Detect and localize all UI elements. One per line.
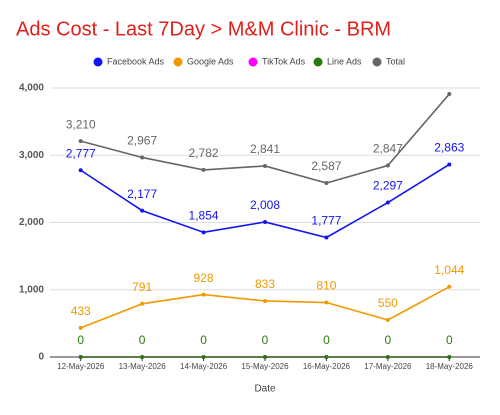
point [324, 235, 329, 240]
y-tick-label: 2,000 [19, 217, 44, 228]
point [324, 181, 329, 186]
y-tick-label: 0 [38, 352, 44, 363]
data-label: 0 [77, 333, 84, 347]
point [140, 355, 145, 359]
x-tick-label: 12-May-2026 [57, 362, 105, 371]
point [201, 230, 206, 235]
data-label: 833 [255, 277, 275, 291]
x-axis-label: Date [254, 384, 276, 395]
data-label: 3,210 [66, 117, 96, 131]
point [201, 292, 206, 297]
legend-label: Facebook Ads [107, 56, 165, 66]
data-label: 2,863 [434, 141, 464, 155]
chart-title: Ads Cost - Last 7Day > M&M Clinic - BRM [16, 18, 391, 40]
point [263, 219, 267, 224]
data-label: 2,967 [127, 134, 157, 148]
legend-marker [313, 57, 323, 67]
x-tick-label: 14-May-2026 [180, 362, 228, 371]
data-label: 928 [194, 271, 214, 285]
point [385, 355, 390, 359]
x-tick-label: 13-May-2026 [119, 362, 167, 371]
data-label: 1,777 [311, 214, 341, 228]
y-tick-label: 3,000 [19, 150, 44, 161]
data-label: 810 [316, 279, 336, 293]
point [447, 162, 452, 167]
point [201, 167, 206, 172]
data-label: 2,297 [373, 179, 403, 193]
point [447, 92, 452, 97]
point [324, 300, 329, 305]
data-label: 2,587 [311, 159, 341, 173]
point [385, 318, 390, 323]
x-tick-label: 16-May-2026 [303, 362, 351, 371]
data-label: 0 [323, 333, 330, 347]
data-label: 2,177 [127, 187, 157, 201]
data-label: 550 [378, 296, 398, 310]
legend-marker [173, 57, 183, 67]
data-label: 1,044 [434, 263, 464, 277]
data-label: 1,854 [189, 208, 219, 222]
point [263, 298, 267, 303]
point [140, 155, 145, 160]
y-tick-label: 4,000 [19, 83, 44, 94]
data-label: 2,782 [189, 146, 219, 160]
legend-label: Google Ads [187, 56, 234, 66]
point [140, 301, 145, 306]
data-label: 0 [385, 333, 392, 347]
data-label: 433 [71, 304, 91, 318]
point [263, 163, 267, 168]
point [78, 168, 83, 173]
legend-label: Line Ads [327, 56, 362, 66]
legend-marker [372, 57, 382, 67]
point [385, 200, 390, 205]
legend-marker [93, 57, 103, 67]
point [385, 163, 390, 168]
data-label: 2,777 [66, 146, 96, 160]
legend-label: Total [386, 56, 405, 66]
data-label: 2,008 [250, 198, 280, 212]
point [140, 208, 145, 213]
y-tick-label: 1,000 [19, 284, 44, 295]
point [447, 355, 452, 359]
point [324, 355, 329, 359]
legend-marker [248, 57, 258, 67]
data-label: 0 [446, 333, 453, 347]
x-tick-label: 18-May-2026 [426, 362, 474, 371]
x-tick-label: 15-May-2026 [241, 362, 289, 371]
data-label: 2,847 [373, 142, 403, 156]
point [78, 139, 83, 144]
x-tick-label: 17-May-2026 [364, 362, 412, 371]
point [263, 355, 267, 359]
data-label: 0 [262, 333, 269, 347]
legend-label: TikTok Ads [262, 56, 306, 66]
point [201, 355, 206, 359]
data-label: 791 [132, 280, 152, 294]
point [447, 284, 452, 289]
point [78, 355, 83, 359]
data-label: 2,841 [250, 142, 280, 156]
data-label: 0 [200, 333, 207, 347]
point [78, 325, 83, 330]
data-label: 0 [139, 333, 146, 347]
